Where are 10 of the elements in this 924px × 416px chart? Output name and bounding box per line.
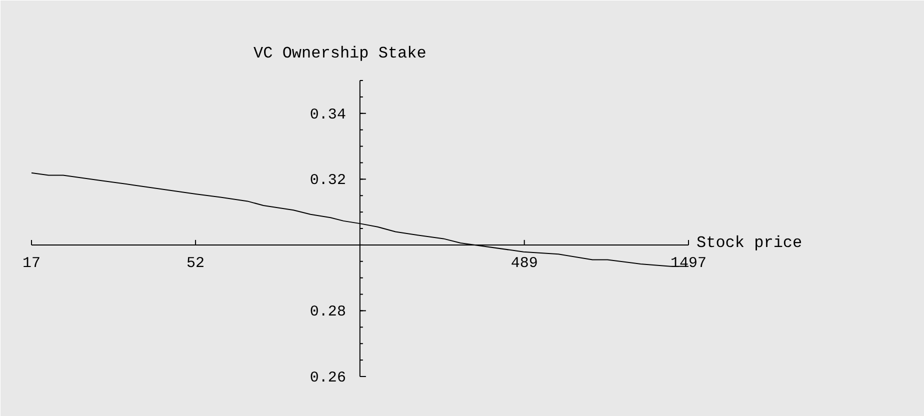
y-tick-label: 0.26 <box>310 370 346 386</box>
x-tick-label: 17 <box>22 254 41 272</box>
x-tick-label: 52 <box>186 254 205 272</box>
x-tick-label: 489 <box>510 254 538 272</box>
y-tick-label: 0.34 <box>310 106 346 124</box>
x-tick-label: 1497 <box>670 254 707 272</box>
chart-title: VC Ownership Stake <box>254 44 426 62</box>
y-tick-label: 0.32 <box>310 172 346 190</box>
x-axis-title: Stock price <box>696 234 802 252</box>
y-tick-label: 0.28 <box>310 304 346 321</box>
